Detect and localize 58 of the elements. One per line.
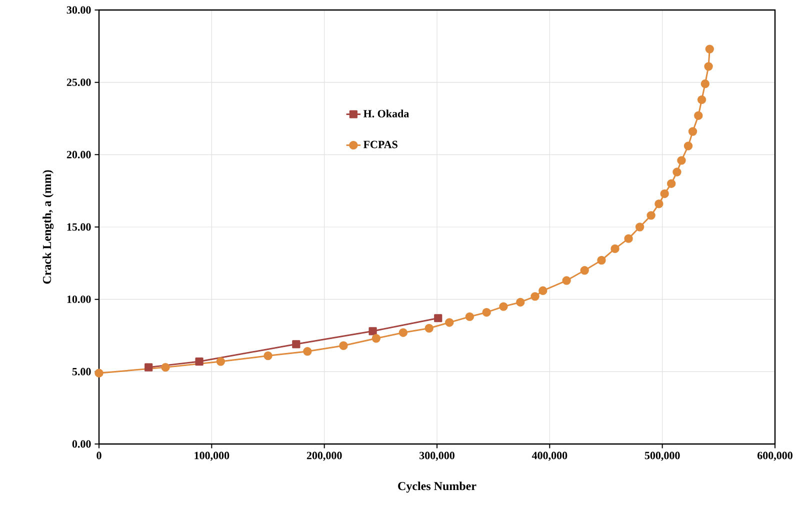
point	[660, 189, 669, 198]
point	[654, 199, 664, 208]
point	[624, 234, 633, 243]
point	[610, 244, 620, 254]
point	[465, 312, 474, 322]
point	[694, 111, 703, 120]
x-tick-label: 0	[96, 452, 102, 460]
x-axis-title: Cycles Number	[398, 482, 476, 493]
point	[372, 334, 381, 343]
point	[339, 341, 348, 350]
point	[562, 276, 571, 285]
point	[216, 357, 226, 366]
point	[684, 142, 693, 150]
y-axis-title: Crack Length, a (mm)	[42, 170, 54, 284]
y-tick-label: 25.00	[66, 78, 91, 86]
point	[161, 362, 170, 372]
legend-label: FCPAS	[363, 140, 398, 148]
y-tick-label: 10.00	[67, 296, 91, 304]
point	[635, 222, 644, 232]
point	[688, 127, 698, 136]
point	[516, 298, 525, 307]
point	[398, 328, 408, 337]
x-tick-label: 600,000	[757, 452, 792, 461]
point	[445, 318, 454, 327]
point	[499, 302, 508, 311]
y-tick-label: 5.00	[72, 368, 91, 376]
legend-label: H. Okada	[363, 110, 409, 118]
x-tick-label: 300,000	[420, 452, 454, 461]
point	[538, 286, 548, 295]
x-tick-label: 100,000	[194, 452, 230, 461]
point	[597, 256, 606, 265]
x-tick-label: 200,000	[306, 452, 342, 461]
point	[677, 156, 686, 165]
point	[580, 266, 589, 275]
point	[704, 62, 713, 71]
point	[672, 168, 682, 176]
point	[434, 314, 442, 322]
point	[264, 351, 272, 360]
point	[424, 324, 434, 333]
point	[646, 211, 656, 220]
x-tick-label: 400,000	[532, 452, 568, 461]
point	[303, 347, 312, 356]
y-tick-label: 0.00	[72, 440, 91, 448]
point	[144, 363, 153, 372]
point	[700, 79, 710, 88]
x-tick-label: 500,000	[644, 452, 680, 461]
point	[705, 44, 714, 54]
point	[530, 292, 540, 301]
point	[292, 340, 300, 348]
y-tick-label: 15.00	[67, 223, 91, 231]
point	[697, 95, 706, 104]
point	[368, 327, 377, 336]
point	[666, 179, 676, 188]
y-tick-label: 20.00	[66, 150, 91, 158]
point	[482, 308, 491, 317]
point	[195, 357, 204, 366]
point	[94, 368, 104, 378]
y-tick-label: 30.00	[66, 6, 91, 14]
